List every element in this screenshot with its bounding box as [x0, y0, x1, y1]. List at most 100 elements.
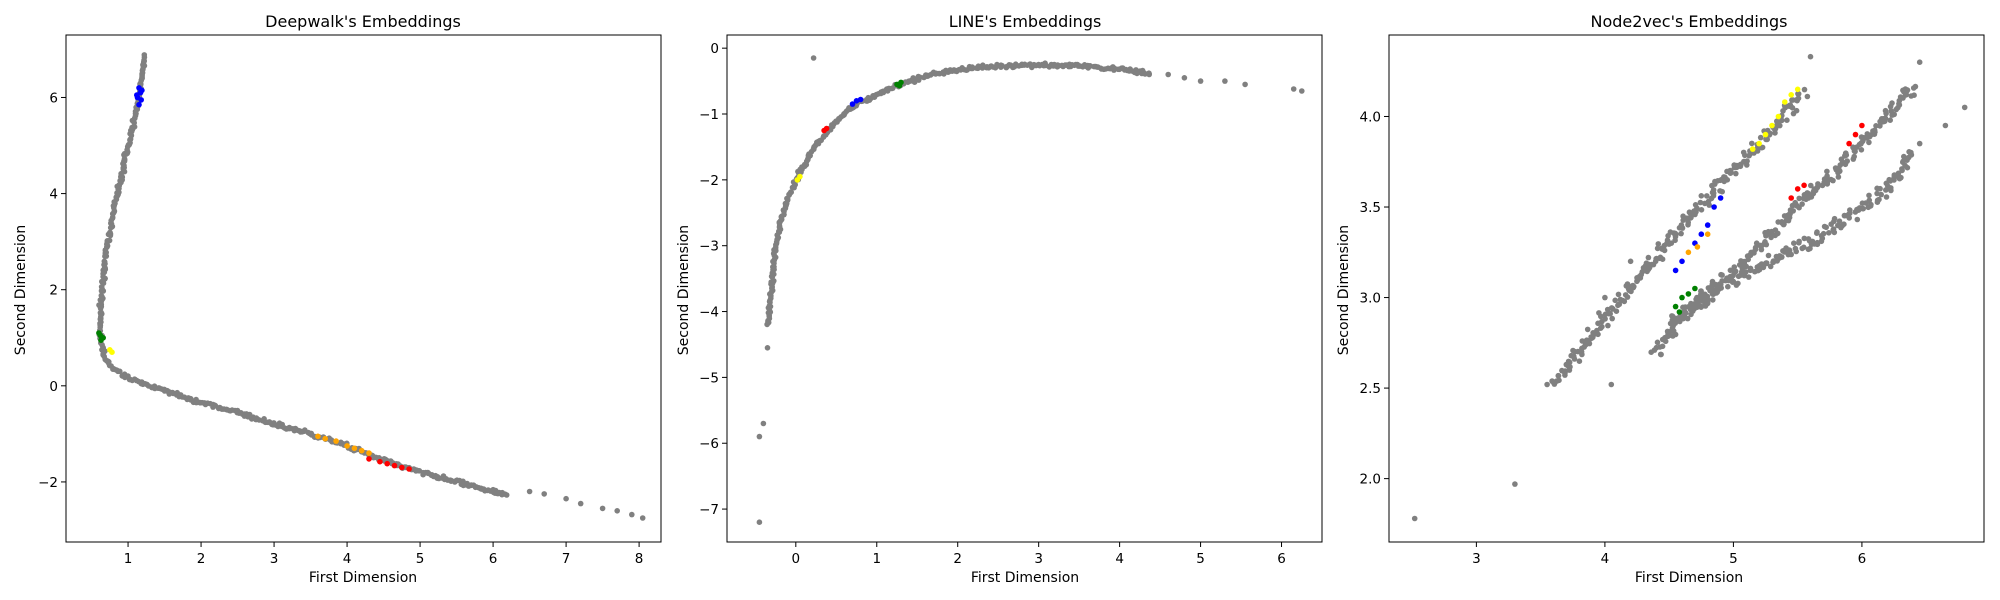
data-point [1775, 113, 1782, 120]
data-point [1694, 304, 1700, 310]
data-point [1711, 204, 1717, 210]
data-point [1730, 272, 1736, 279]
data-point [1814, 229, 1820, 235]
data-point [1760, 264, 1767, 271]
data-point [1824, 168, 1830, 175]
data-point [1809, 238, 1816, 245]
data-point [1698, 288, 1704, 294]
chart-title: Deepwalk's Embeddings [265, 12, 461, 31]
data-point [1858, 147, 1865, 153]
data-point [1801, 244, 1807, 251]
data-point [1883, 110, 1889, 117]
data-point [1666, 241, 1672, 247]
data-point [1767, 263, 1774, 270]
data-point [1704, 300, 1711, 307]
data-point [1850, 144, 1856, 150]
data-point [1820, 230, 1827, 237]
data-point [1181, 75, 1188, 81]
data-point [1598, 313, 1604, 320]
data-point [1631, 283, 1637, 290]
x-tick-label: 5 [416, 551, 425, 567]
data-point [351, 445, 358, 452]
data-point [1675, 317, 1681, 324]
data-point [1613, 308, 1620, 315]
x-tick-label: 8 [635, 551, 644, 567]
data-point [1299, 88, 1305, 94]
y-tick-label: −7 [699, 502, 719, 518]
data-point [1782, 99, 1788, 105]
data-point [1676, 309, 1683, 315]
data-point [1792, 245, 1799, 252]
data-point [1904, 164, 1911, 171]
data-point [1544, 381, 1550, 388]
data-point [1692, 202, 1699, 208]
data-point [1887, 117, 1893, 123]
x-tick-label: 0 [792, 551, 801, 567]
data-point [1698, 207, 1705, 213]
data-point [1733, 170, 1739, 177]
data-point [1842, 150, 1849, 157]
data-point [1698, 193, 1705, 199]
data-point [1863, 200, 1869, 206]
data-point [1830, 226, 1837, 232]
data-point [1599, 323, 1605, 330]
data-point [344, 443, 350, 449]
y-axis-label: Second Dimension [676, 225, 692, 355]
data-point [1784, 117, 1790, 123]
data-points [1411, 53, 1968, 522]
data-point [1788, 92, 1794, 98]
data-point [1821, 223, 1828, 230]
data-point [1769, 122, 1775, 129]
data-point [1710, 297, 1716, 303]
data-point [1718, 271, 1724, 278]
data-point [1743, 269, 1749, 275]
x-axis-label: First Dimension [971, 570, 1079, 586]
data-points [96, 52, 646, 521]
data-point [1688, 311, 1694, 318]
data-point [1855, 206, 1861, 213]
data-point [1752, 244, 1759, 251]
data-point [760, 420, 767, 427]
data-point [1788, 195, 1794, 201]
data-point [1627, 258, 1634, 265]
y-tick-label: 2.5 [1360, 381, 1381, 397]
data-point [1743, 263, 1749, 270]
data-point [1845, 211, 1852, 218]
data-point [1883, 194, 1890, 200]
data-point [1654, 339, 1661, 346]
y-tick-label: 2 [49, 283, 58, 299]
data-point [139, 87, 145, 94]
data-point [1916, 59, 1923, 65]
data-point [1807, 53, 1814, 60]
data-point [1836, 218, 1843, 224]
data-point [1812, 187, 1819, 194]
data-point [1599, 318, 1605, 325]
data-point [1761, 240, 1768, 247]
data-point [1795, 91, 1802, 97]
data-point [107, 232, 114, 239]
data-point [322, 435, 329, 442]
data-point [1889, 100, 1895, 106]
data-point [1851, 153, 1857, 160]
x-axis-label: First Dimension [1635, 570, 1743, 586]
data-point [1672, 303, 1679, 310]
data-point [896, 82, 903, 89]
data-point [1852, 131, 1859, 138]
data-point [1570, 353, 1577, 360]
data-point [1762, 131, 1769, 138]
y-axis-label: Second Dimension [1336, 225, 1352, 355]
data-point [1698, 231, 1705, 237]
x-tick-label: 6 [489, 551, 498, 567]
data-point [1841, 212, 1848, 219]
data-point [1753, 240, 1760, 246]
data-point [810, 55, 817, 61]
y-tick-label: −6 [699, 436, 719, 452]
plot-frame [1388, 34, 1985, 543]
data-point [1746, 152, 1752, 159]
x-tick-label: 6 [1858, 551, 1867, 567]
data-point [1900, 159, 1906, 165]
data-point [99, 278, 105, 285]
data-point [1908, 151, 1914, 158]
data-point [108, 224, 115, 231]
data-point [577, 500, 584, 507]
